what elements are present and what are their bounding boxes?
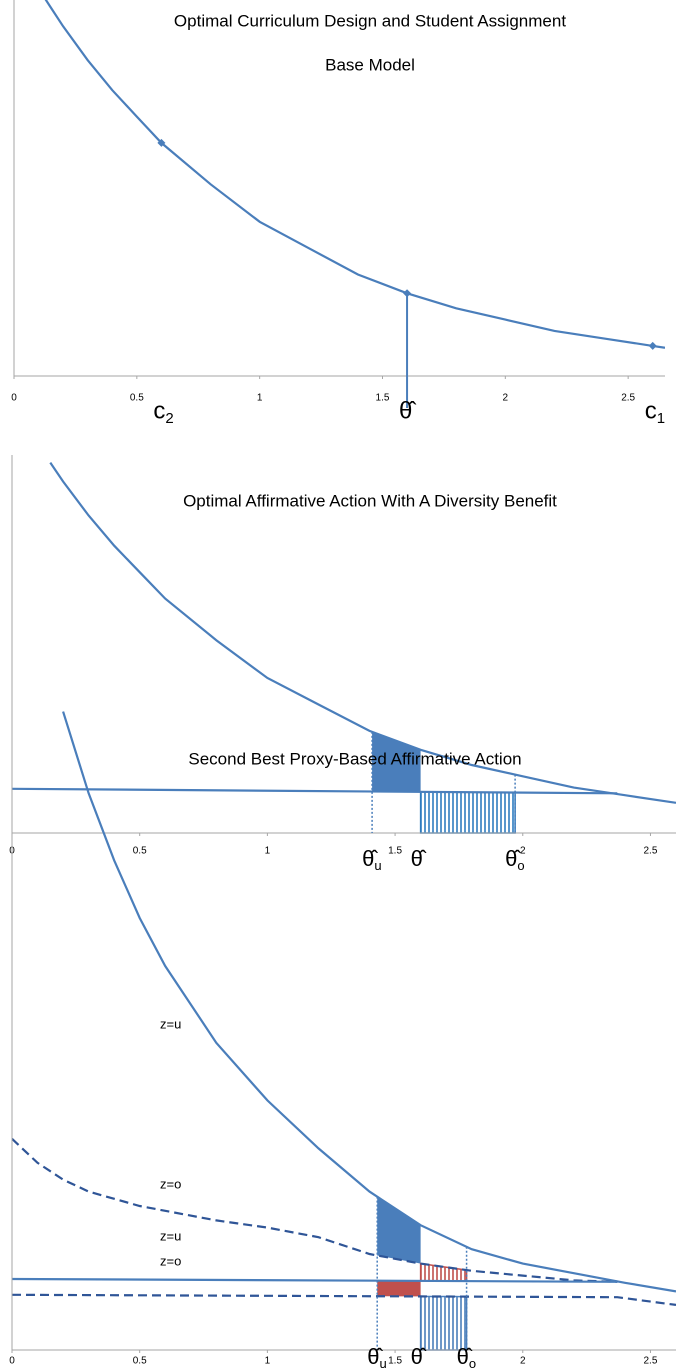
x-tick-label: 1	[257, 393, 263, 404]
x-tick-label: 2.5	[644, 1356, 658, 1367]
region	[419, 1295, 468, 1351]
x-tick-label: 2	[503, 393, 509, 404]
series-line	[12, 1137, 618, 1283]
annotation-label: c1	[645, 397, 665, 427]
series-line	[62, 711, 676, 1293]
region	[419, 1262, 468, 1282]
x-tick-label: 0.5	[133, 846, 147, 857]
series-label: z=o	[160, 1253, 181, 1268]
series-line	[49, 461, 676, 804]
annotation-subscript: 1	[657, 410, 665, 427]
x-tick-label: 0	[11, 393, 17, 404]
series-line	[12, 787, 618, 795]
annotation-subscript: u	[374, 858, 381, 873]
region	[372, 731, 421, 792]
chart-title: Optimal Affirmative Action With A Divers…	[183, 491, 557, 510]
series-label: z=u	[160, 1228, 181, 1243]
annotation-label: θ̂	[399, 397, 416, 424]
x-tick-label: 2.5	[644, 846, 658, 857]
x-tick-label: 2	[520, 846, 526, 857]
x-tick-label: 1.5	[388, 1356, 402, 1367]
annotation-subscript: u	[379, 1356, 386, 1368]
annotation-subscript: 2	[165, 410, 173, 427]
point-marker	[403, 289, 412, 298]
x-tick-label: 0.5	[133, 1356, 147, 1367]
x-tick-label: 2.5	[621, 393, 635, 404]
point-marker	[648, 341, 657, 350]
annotation-label: θ̂u	[362, 846, 381, 874]
annotation-subscript: o	[517, 858, 524, 873]
x-tick-label: 0	[9, 1356, 15, 1367]
plot-area	[12, 461, 676, 834]
series-line	[44, 0, 665, 349]
region	[419, 791, 516, 834]
chart-subtitle: Base Model	[325, 55, 415, 74]
x-tick-label: 1.5	[388, 846, 402, 857]
x-tick-label: 0.5	[130, 393, 144, 404]
region	[377, 1280, 421, 1297]
annotation-label: θ̂o	[457, 1344, 476, 1368]
plot-area	[12, 711, 676, 1351]
x-tick-label: 1.5	[376, 393, 390, 404]
x-tick-label: 1	[265, 1356, 271, 1367]
annotation-label: θ̂	[411, 846, 427, 871]
annotation-label: c2	[153, 397, 173, 427]
series-line	[12, 1293, 676, 1306]
series-label: z=u	[160, 1016, 181, 1031]
annotation-label: θ̂	[411, 1344, 427, 1368]
series-label: z=o	[160, 1176, 181, 1191]
series-line	[12, 1277, 618, 1283]
point-marker	[157, 138, 166, 147]
x-tick-label: 2	[520, 1356, 526, 1367]
annotation-label: θ̂u	[367, 1344, 386, 1368]
region	[377, 1196, 421, 1264]
chart-title: Optimal Curriculum Design and Student As…	[174, 11, 566, 30]
x-tick-label: 1	[265, 846, 271, 857]
chart-title: Second Best Proxy-Based Affirmative Acti…	[188, 749, 521, 768]
plot-area	[44, 0, 665, 349]
annotation-subscript: o	[469, 1356, 476, 1368]
